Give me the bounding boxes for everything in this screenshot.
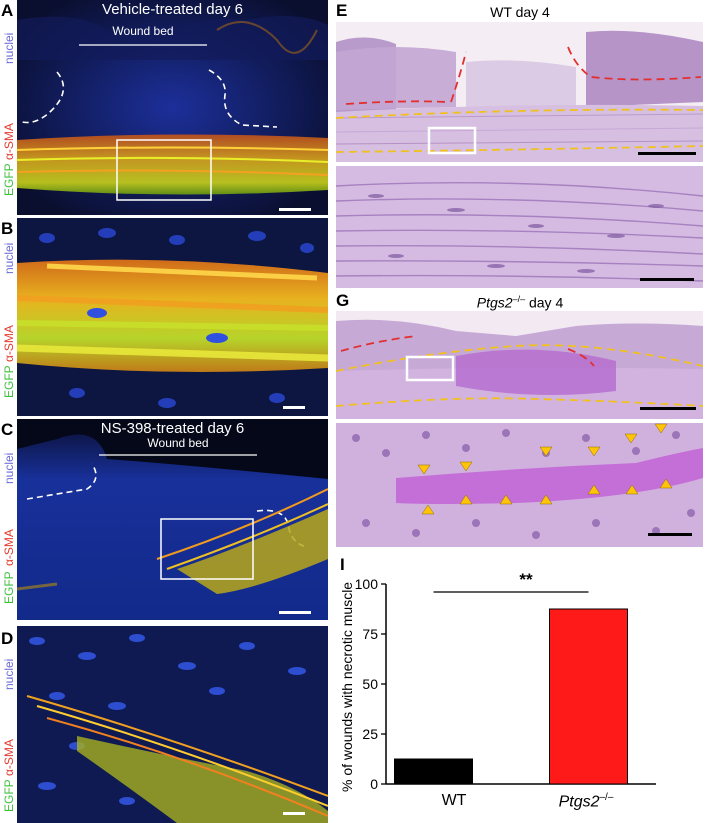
panel-g-title-gene: Ptgs2 (476, 294, 513, 311)
panel-g-title: Ptgs2–/– day 4 (336, 294, 704, 311)
panel-f-scale-bar (640, 278, 694, 281)
panel-c-scale-bar (279, 611, 311, 614)
panel-b-egfp-label: EGFP (2, 365, 16, 398)
y-tick-label: 75 (362, 626, 378, 642)
panel-b-scale-bar (283, 406, 305, 409)
fluorescence-image-c (17, 419, 328, 620)
x-label-wt-text: WT (441, 792, 467, 809)
panel-d-image (17, 626, 328, 823)
panel-c-title: NS-398-treated day 6 (100, 420, 245, 437)
panel-a-egfp-label: EGFP (2, 163, 16, 196)
panel-c-nuclei-label: nuclei (2, 452, 16, 484)
x-label-ptgs2-text: Ptgs2 (558, 793, 600, 811)
x-label-ptgs2-sup: –/– (599, 792, 614, 803)
panel-c-image: NS-398-treated day 6 Wound bed (17, 419, 328, 620)
panel-e-scale-bar (638, 152, 696, 155)
panel-b-image (17, 218, 328, 416)
chart-panel-i: 0 25 50 75 100 % of wounds with necrotic mus… (336, 552, 708, 823)
panel-f-image (336, 166, 703, 288)
he-image-f (336, 166, 703, 288)
panel-e-letter: E (336, 1, 348, 20)
panel-d-nuclei-label: nuclei (2, 658, 16, 690)
panel-h-image (336, 423, 703, 547)
panel-a-image: Vehicle-treated day 6 Wound bed (17, 0, 328, 215)
bar-ptgs2 (549, 608, 628, 785)
he-image-h (336, 423, 703, 547)
panel-g-title-genotype: –/– (512, 294, 526, 304)
panel-d-egfp-label: EGFP (2, 779, 16, 812)
panel-a-title: Vehicle-treated day 6 (102, 1, 243, 18)
y-tick-label: 50 (362, 676, 378, 692)
panel-b-nuclei-label: nuclei (2, 242, 16, 274)
panel-c-wound-bed-label: Wound bed (147, 436, 209, 450)
panel-e-title: WT day 4 (490, 4, 550, 20)
y-axis-label: % of wounds with necrotic muscle (339, 581, 355, 792)
panel-a-wound-bed-label: Wound bed (112, 24, 174, 38)
fluorescence-image-d (17, 626, 328, 823)
panel-a-letter: A (1, 1, 14, 20)
panel-c-letter: C (1, 420, 14, 439)
panel-a-scale-bar (279, 208, 311, 211)
bar-chart: 0 25 50 75 100 (355, 576, 656, 792)
panel-d-scale-bar (283, 812, 305, 815)
he-image-g (336, 311, 703, 419)
panel-c-sma-label: α-SMA (2, 529, 16, 566)
panel-b-letter: B (1, 219, 14, 238)
panel-c-egfp-label: EGFP (2, 571, 16, 604)
he-image-e (336, 22, 703, 162)
panel-g-title-day: day 4 (525, 294, 564, 311)
panel-e-image (336, 22, 703, 162)
x-label-wt: WT (414, 792, 494, 810)
panel-g-letter: G (336, 291, 350, 310)
panel-d-letter: D (1, 629, 14, 648)
panel-a-nuclei-label: nuclei (2, 32, 16, 64)
panel-a-sma-label: α-SMA (2, 123, 16, 160)
fluorescence-image-b (17, 218, 328, 416)
panel-g-image (336, 311, 703, 419)
panel-h-scale-bar (648, 533, 692, 536)
significance-marker: ** (519, 570, 533, 589)
panel-i-letter: I (340, 555, 345, 574)
arrowhead-markers (417, 423, 673, 515)
chart-bars (394, 608, 628, 785)
chart-ticks: 0 25 50 75 100 (355, 576, 386, 792)
y-tick-label: 100 (355, 576, 379, 592)
panel-g-scale-bar (640, 407, 696, 410)
y-tick-label: 0 (370, 776, 378, 792)
panel-d-sma-label: α-SMA (2, 739, 16, 776)
bar-wt (394, 758, 473, 785)
panel-b-sma-label: α-SMA (2, 325, 16, 362)
fluorescence-image-a (17, 0, 328, 215)
x-label-ptgs2: Ptgs2–/– (536, 792, 636, 811)
y-tick-label: 25 (362, 726, 378, 742)
